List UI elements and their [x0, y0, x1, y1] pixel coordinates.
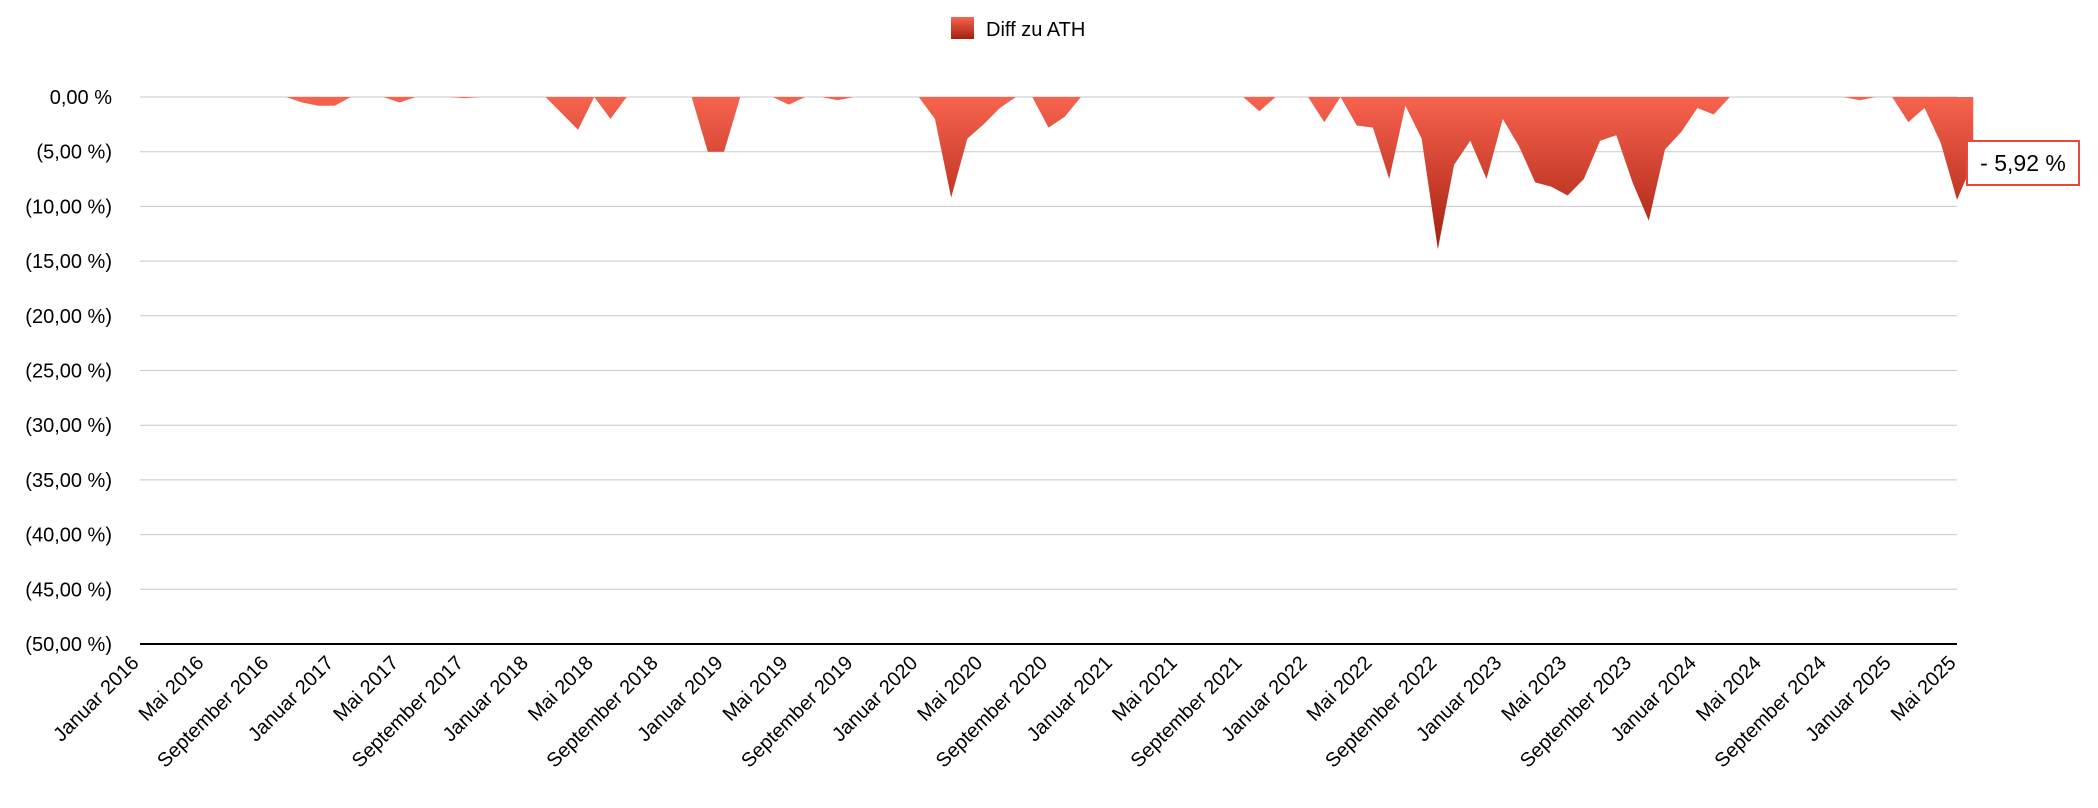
legend-label: Diff zu ATH [986, 19, 1085, 41]
grid [140, 96, 1957, 645]
y-tick-label: (10,00 %) [25, 196, 112, 218]
series-area-group [140, 97, 1974, 250]
y-tick-label: (20,00 %) [25, 306, 112, 328]
y-tick-label: 0,00 % [50, 87, 112, 109]
series-area-diff-zu-ath [140, 97, 1974, 250]
x-tick-label: Januar 2016 [49, 652, 143, 746]
x-tick-label: Mai 2025 [1887, 652, 1961, 726]
x-tick-label: September 2020 [932, 652, 1052, 772]
y-tick-label: (5,00 %) [36, 142, 112, 164]
y-tick-label: (15,00 %) [25, 251, 112, 273]
y-axis-ticks: 0,00 % (5,00 %) (10,00 %) (15,00 %) (20,00 %… [25, 87, 112, 656]
x-tick-label: September 2019 [737, 652, 857, 772]
x-tick-label: September 2017 [348, 652, 468, 772]
legend-swatch [951, 17, 974, 39]
x-tick-label: September 2023 [1516, 652, 1636, 772]
y-tick-label: (35,00 %) [25, 470, 112, 492]
x-tick-label: September 2021 [1127, 652, 1247, 772]
legend: Diff zu ATH [951, 17, 1085, 41]
y-tick-label: (45,00 %) [25, 579, 112, 601]
y-tick-label: (50,00 %) [25, 634, 112, 656]
y-tick-label: (40,00 %) [25, 525, 112, 547]
x-tick-label: September 2024 [1711, 652, 1831, 772]
y-tick-label: (25,00 %) [25, 361, 112, 383]
x-tick-label: September 2022 [1321, 652, 1441, 772]
last-value-callout: - 5,92 % [1966, 140, 2080, 186]
x-tick-label: September 2016 [153, 652, 273, 772]
y-tick-label: (30,00 %) [25, 415, 112, 437]
x-tick-label: September 2018 [543, 652, 663, 772]
